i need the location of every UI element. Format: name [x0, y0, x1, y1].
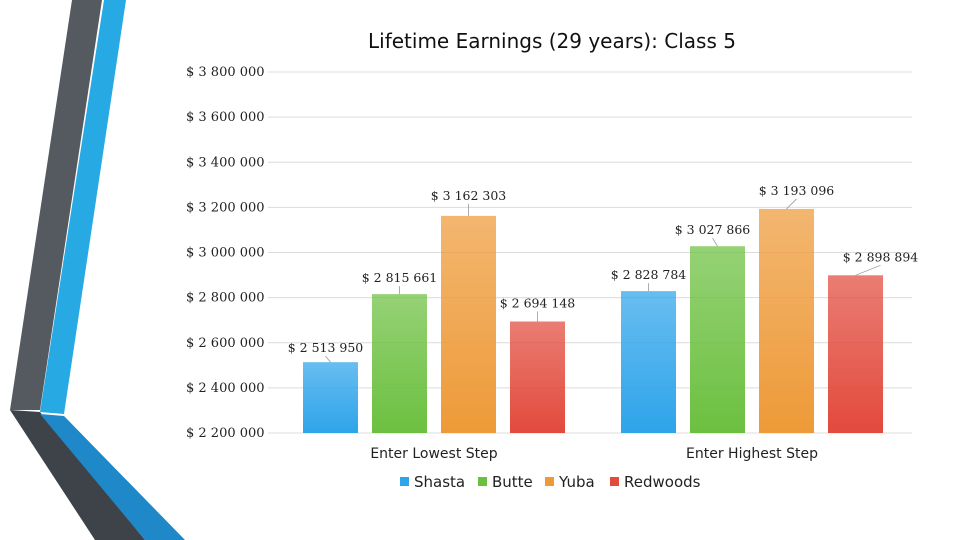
y-tick-label: $ 3 400 000: [186, 155, 265, 170]
legend-label-butte: Butte: [492, 473, 533, 491]
leader-line: [855, 264, 881, 276]
data-label: $ 2 828 784: [611, 267, 687, 282]
bar-redwoods-highest: [828, 275, 883, 433]
y-tick-label: $ 2 600 000: [186, 336, 265, 351]
y-axis: $ 2 200 000 $ 2 400 000 $ 2 600 000 $ 2 800…: [186, 65, 265, 441]
category-label-highest: Enter Highest Step: [686, 446, 818, 462]
y-tick-label: $ 3 800 000: [186, 65, 265, 80]
category-label-lowest: Enter Lowest Step: [370, 446, 497, 462]
y-tick-label: $ 3 000 000: [186, 246, 265, 261]
leader-line: [712, 238, 718, 247]
data-label: $ 3 027 866: [675, 222, 751, 237]
legend-swatch-redwoods: [610, 477, 619, 486]
data-label: $ 3 193 096: [759, 183, 835, 198]
data-label: $ 2 815 661: [362, 270, 438, 285]
data-label: $ 2 513 950: [288, 340, 364, 355]
data-label: $ 2 898 894: [843, 249, 919, 264]
y-tick-label: $ 3 600 000: [186, 110, 265, 125]
y-tick-label: $ 3 200 000: [186, 200, 265, 215]
bars: [303, 208, 883, 433]
legend-label-redwoods: Redwoods: [624, 473, 701, 491]
leader-line: [325, 355, 331, 363]
bar-butte-highest: [690, 246, 745, 433]
decor-dark-base: [10, 410, 145, 540]
chart-title: Lifetime Earnings (29 years): Class 5: [368, 29, 736, 53]
decor-blue-stripe: [40, 0, 126, 414]
bar-redwoods-lowest: [510, 321, 565, 433]
gridlines: [268, 71, 912, 434]
y-tick-label: $ 2 800 000: [186, 291, 265, 306]
data-label: $ 3 162 303: [431, 188, 507, 203]
legend-swatch-butte: [478, 477, 487, 486]
y-tick-label: $ 2 400 000: [186, 381, 265, 396]
decor-blue-base: [40, 414, 185, 540]
bar-yuba-highest: [759, 208, 814, 433]
bar-yuba-lowest: [441, 215, 496, 433]
legend-label-shasta: Shasta: [414, 473, 465, 491]
data-labels: $ 2 513 950 $ 2 828 784 $ 2 815 661 $ 3 027…: [288, 183, 919, 363]
legend-swatch-yuba: [545, 477, 554, 486]
decor-dark-stripe: [10, 0, 102, 410]
legend-label-yuba: Yuba: [558, 473, 595, 491]
y-tick-label: $ 2 200 000: [186, 426, 265, 441]
legend: Shasta Butte Yuba Redwoods: [400, 473, 701, 491]
bar-shasta-lowest: [303, 362, 358, 433]
bar-butte-lowest: [372, 294, 427, 433]
bar-shasta-highest: [621, 291, 676, 433]
leader-line: [786, 198, 797, 210]
legend-swatch-shasta: [400, 477, 409, 486]
data-label: $ 2 694 148: [500, 296, 576, 311]
